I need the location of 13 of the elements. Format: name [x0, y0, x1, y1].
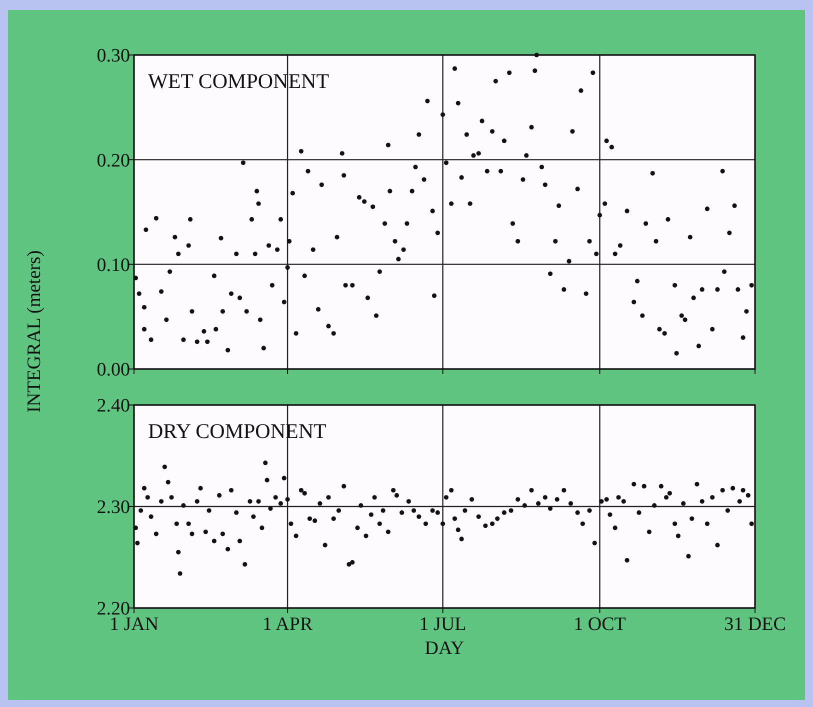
y-tick-label: 2.40 [96, 396, 130, 417]
x-tick-label: 1 JAN [109, 614, 159, 635]
x-tick-label: 1 OCT [574, 614, 626, 635]
x-tick-label: 31 DEC [724, 614, 786, 635]
x-tick-label: 1 JUL [419, 614, 466, 635]
y-tick-label: 0.00 [96, 360, 130, 381]
y-axis-title: INTEGRAL (meters) [24, 250, 45, 413]
y-tick-label: 0.20 [96, 150, 130, 172]
y-tick-label: 0.30 [96, 46, 130, 67]
x-tick-label: 1 APR [262, 614, 313, 635]
x-axis-title: DAY [424, 638, 464, 659]
y-tick-label: 2.30 [96, 497, 130, 518]
y-tick-label: 0.10 [96, 254, 130, 276]
